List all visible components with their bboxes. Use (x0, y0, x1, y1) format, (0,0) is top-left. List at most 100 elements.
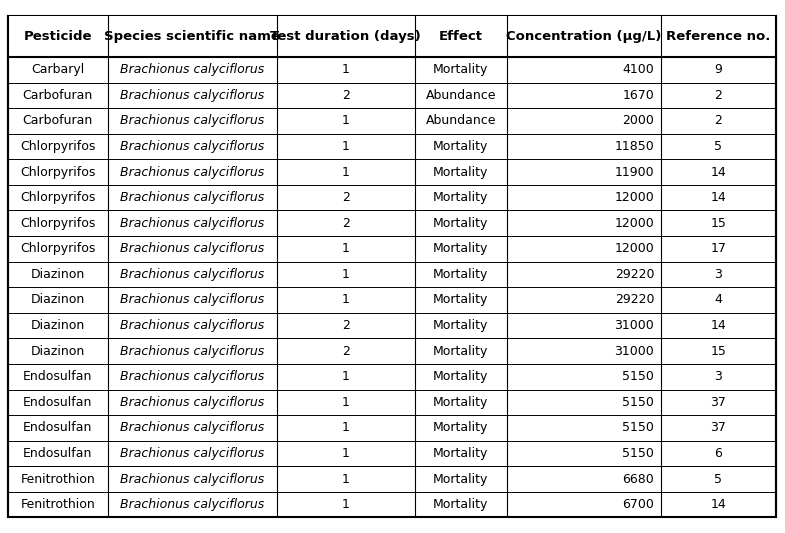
Text: 14: 14 (710, 191, 726, 204)
Text: Chlorpyrifos: Chlorpyrifos (20, 166, 96, 179)
Text: Endosulfan: Endosulfan (23, 447, 93, 460)
Text: 1: 1 (341, 473, 349, 486)
Text: Chlorpyrifos: Chlorpyrifos (20, 243, 96, 255)
Text: Brachionus calyciflorus: Brachionus calyciflorus (120, 396, 265, 409)
Text: Mortality: Mortality (433, 268, 488, 281)
Text: Brachionus calyciflorus: Brachionus calyciflorus (120, 217, 265, 230)
Text: Brachionus calyciflorus: Brachionus calyciflorus (120, 422, 265, 434)
Text: 37: 37 (710, 396, 726, 409)
Text: 1: 1 (341, 166, 349, 179)
Text: Brachionus calyciflorus: Brachionus calyciflorus (120, 447, 265, 460)
Text: 1: 1 (341, 447, 349, 460)
Text: Mortality: Mortality (433, 191, 488, 204)
Text: Abundance: Abundance (425, 115, 496, 127)
Text: 12000: 12000 (615, 217, 655, 230)
Text: 2: 2 (714, 89, 722, 102)
Text: Mortality: Mortality (433, 319, 488, 332)
Text: 5: 5 (714, 473, 722, 486)
Text: 2: 2 (341, 191, 349, 204)
Text: Pesticide: Pesticide (24, 30, 92, 43)
Text: 1: 1 (341, 268, 349, 281)
Text: Species scientific name: Species scientific name (104, 30, 280, 43)
Text: Mortality: Mortality (433, 63, 488, 76)
Text: Brachionus calyciflorus: Brachionus calyciflorus (120, 63, 265, 76)
Text: 29220: 29220 (615, 294, 655, 306)
Text: 6700: 6700 (623, 498, 655, 511)
Text: Mortality: Mortality (433, 473, 488, 486)
Text: Effect: Effect (439, 30, 483, 43)
Text: Mortality: Mortality (433, 447, 488, 460)
Text: 14: 14 (710, 319, 726, 332)
Text: 6: 6 (714, 447, 722, 460)
Text: 1: 1 (341, 370, 349, 383)
Text: Chlorpyrifos: Chlorpyrifos (20, 191, 96, 204)
Text: 11850: 11850 (615, 140, 655, 153)
Text: 5150: 5150 (623, 370, 655, 383)
Text: 9: 9 (714, 63, 722, 76)
Text: 14: 14 (710, 166, 726, 179)
Text: Mortality: Mortality (433, 243, 488, 255)
Text: Brachionus calyciflorus: Brachionus calyciflorus (120, 166, 265, 179)
Text: Brachionus calyciflorus: Brachionus calyciflorus (120, 89, 265, 102)
Text: 5: 5 (714, 140, 722, 153)
Text: 29220: 29220 (615, 268, 655, 281)
Text: Mortality: Mortality (433, 422, 488, 434)
Text: 1: 1 (341, 294, 349, 306)
Text: 2: 2 (714, 115, 722, 127)
Text: 15: 15 (710, 217, 726, 230)
Text: Endosulfan: Endosulfan (23, 396, 93, 409)
Text: 17: 17 (710, 243, 726, 255)
Text: Mortality: Mortality (433, 370, 488, 383)
Text: 31000: 31000 (615, 319, 655, 332)
Text: 1: 1 (341, 63, 349, 76)
Text: 1: 1 (341, 422, 349, 434)
Text: 5150: 5150 (623, 422, 655, 434)
Text: 1: 1 (341, 243, 349, 255)
Text: 2: 2 (341, 89, 349, 102)
Text: Mortality: Mortality (433, 166, 488, 179)
Text: Mortality: Mortality (433, 294, 488, 306)
Text: Brachionus calyciflorus: Brachionus calyciflorus (120, 319, 265, 332)
Text: 1: 1 (341, 115, 349, 127)
Text: Mortality: Mortality (433, 498, 488, 511)
Text: Diazinon: Diazinon (31, 268, 85, 281)
Text: Endosulfan: Endosulfan (23, 370, 93, 383)
Text: Mortality: Mortality (433, 140, 488, 153)
Text: 37: 37 (710, 422, 726, 434)
Text: 2: 2 (341, 217, 349, 230)
Text: Diazinon: Diazinon (31, 319, 85, 332)
Text: 5150: 5150 (623, 447, 655, 460)
Text: Carbofuran: Carbofuran (23, 115, 93, 127)
Text: 3: 3 (714, 370, 722, 383)
Text: 5150: 5150 (623, 396, 655, 409)
Text: Carbofuran: Carbofuran (23, 89, 93, 102)
Text: Mortality: Mortality (433, 345, 488, 358)
Text: Fenitrothion: Fenitrothion (20, 498, 95, 511)
Text: Chlorpyrifos: Chlorpyrifos (20, 217, 96, 230)
Text: Chlorpyrifos: Chlorpyrifos (20, 140, 96, 153)
Text: Mortality: Mortality (433, 396, 488, 409)
Text: 12000: 12000 (615, 191, 655, 204)
Text: 2000: 2000 (623, 115, 655, 127)
Text: 4100: 4100 (623, 63, 655, 76)
Text: 2: 2 (341, 345, 349, 358)
Text: Brachionus calyciflorus: Brachionus calyciflorus (120, 294, 265, 306)
Text: Brachionus calyciflorus: Brachionus calyciflorus (120, 115, 265, 127)
Text: 1: 1 (341, 140, 349, 153)
Text: 4: 4 (714, 294, 722, 306)
Text: Fenitrothion: Fenitrothion (20, 473, 95, 486)
Text: 1: 1 (341, 396, 349, 409)
Text: 15: 15 (710, 345, 726, 358)
Text: 6680: 6680 (623, 473, 655, 486)
Text: Brachionus calyciflorus: Brachionus calyciflorus (120, 498, 265, 511)
Text: 1670: 1670 (623, 89, 655, 102)
Text: Carbaryl: Carbaryl (31, 63, 84, 76)
Text: Abundance: Abundance (425, 89, 496, 102)
Text: Brachionus calyciflorus: Brachionus calyciflorus (120, 140, 265, 153)
Text: 12000: 12000 (615, 243, 655, 255)
Text: 1: 1 (341, 498, 349, 511)
Text: Brachionus calyciflorus: Brachionus calyciflorus (120, 473, 265, 486)
Text: 31000: 31000 (615, 345, 655, 358)
Text: Mortality: Mortality (433, 217, 488, 230)
Text: Test duration (days): Test duration (days) (270, 30, 421, 43)
